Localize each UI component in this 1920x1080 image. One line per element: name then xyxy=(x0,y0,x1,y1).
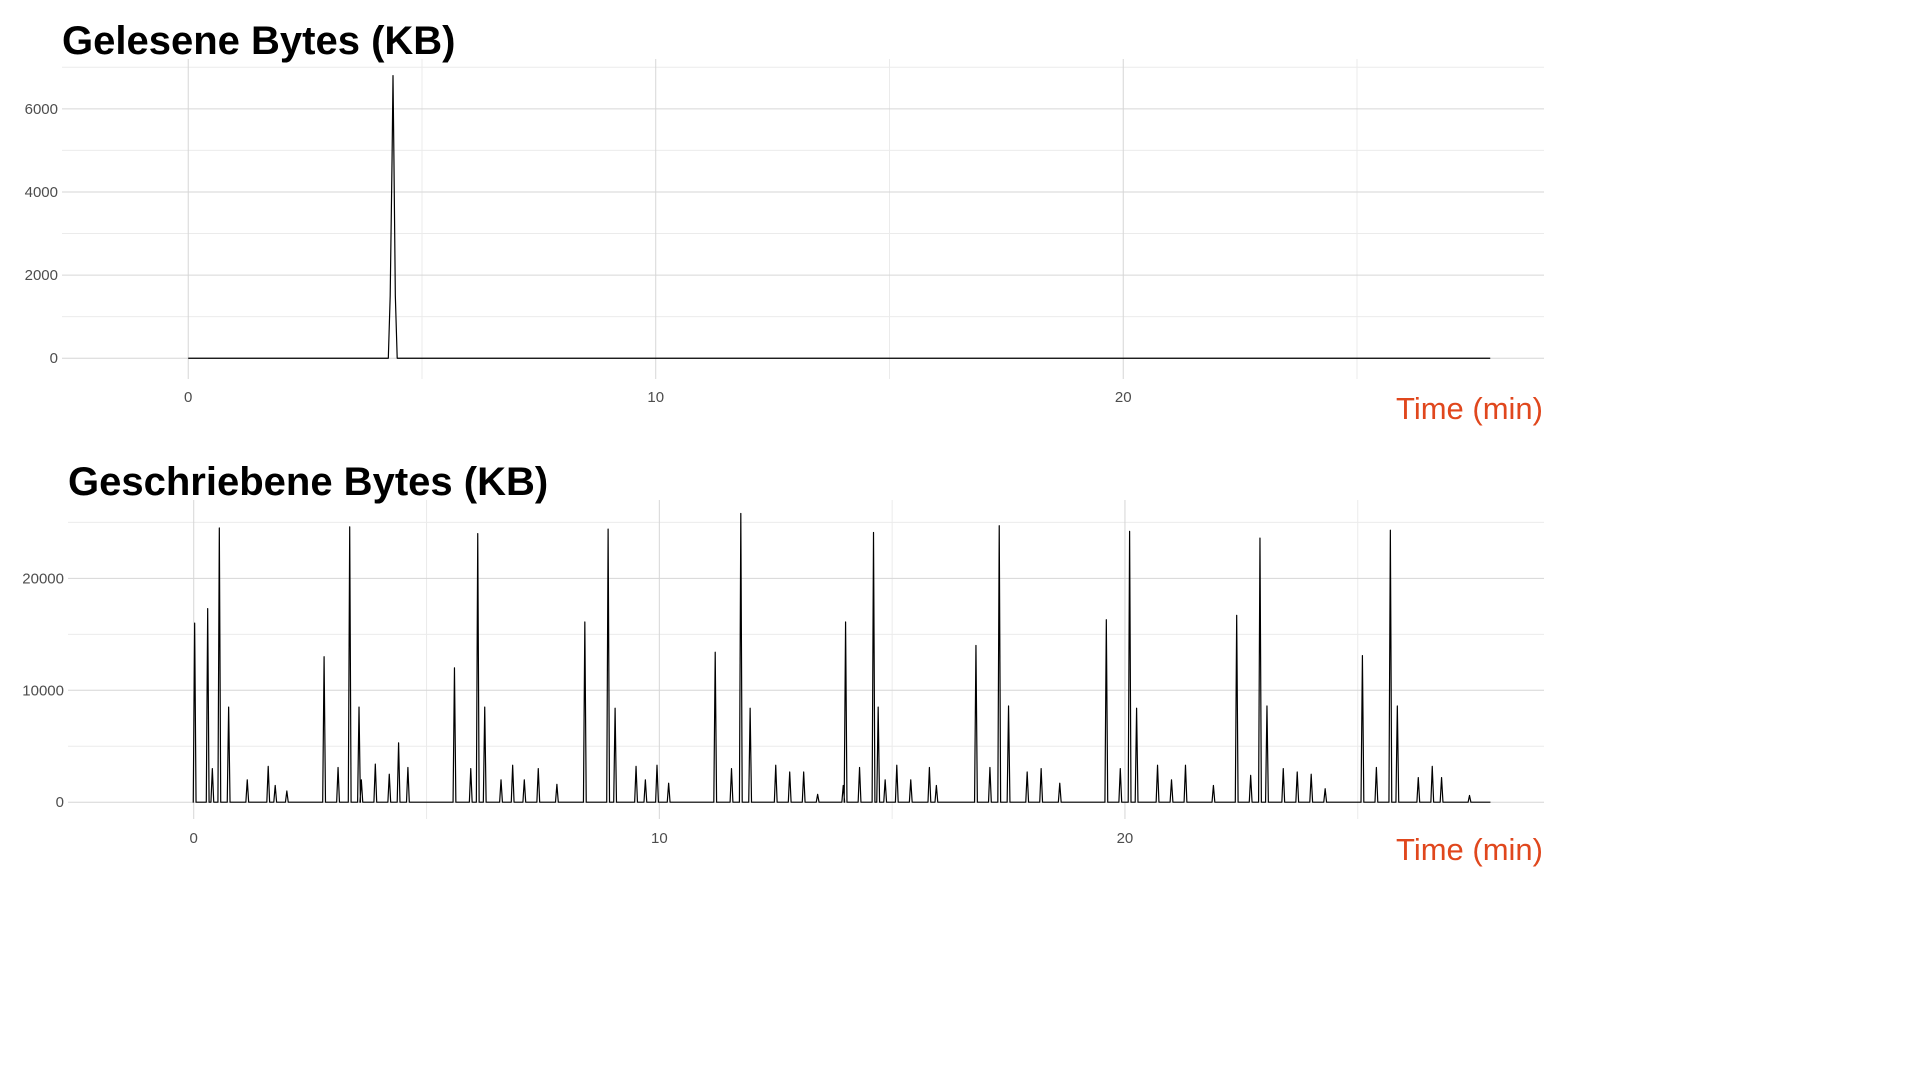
chart-title-written: Geschriebene Bytes (KB) xyxy=(68,460,549,504)
y-tick-label: 0 xyxy=(50,350,58,367)
y-tick-label: 10000 xyxy=(22,682,64,699)
series-line xyxy=(192,512,1491,803)
chart-title-read: Gelesene Bytes (KB) xyxy=(62,19,456,63)
grid xyxy=(62,59,1544,379)
x-tick-label: 10 xyxy=(651,830,668,847)
y-tick-label: 0 xyxy=(56,794,64,811)
x-axis-label-read: Time (min) xyxy=(1396,391,1543,426)
y-tick-label: 6000 xyxy=(25,101,58,118)
series-line xyxy=(188,75,1491,359)
y-tick-label: 4000 xyxy=(25,184,58,201)
y-tick-label: 2000 xyxy=(25,267,58,284)
chart-written: 0 10000 20000 0 10 20 xyxy=(22,500,1544,847)
x-tick-label: 0 xyxy=(190,830,198,847)
x-tick-label: 10 xyxy=(647,389,664,406)
x-tick-label: 20 xyxy=(1115,389,1132,406)
chart-read: 0 2000 4000 6000 0 10 20 xyxy=(25,59,1544,406)
grid xyxy=(68,500,1544,819)
x-tick-label: 0 xyxy=(184,389,192,406)
y-tick-label: 20000 xyxy=(22,570,64,587)
x-tick-label: 20 xyxy=(1117,830,1134,847)
x-axis-label-written: Time (min) xyxy=(1396,832,1543,867)
